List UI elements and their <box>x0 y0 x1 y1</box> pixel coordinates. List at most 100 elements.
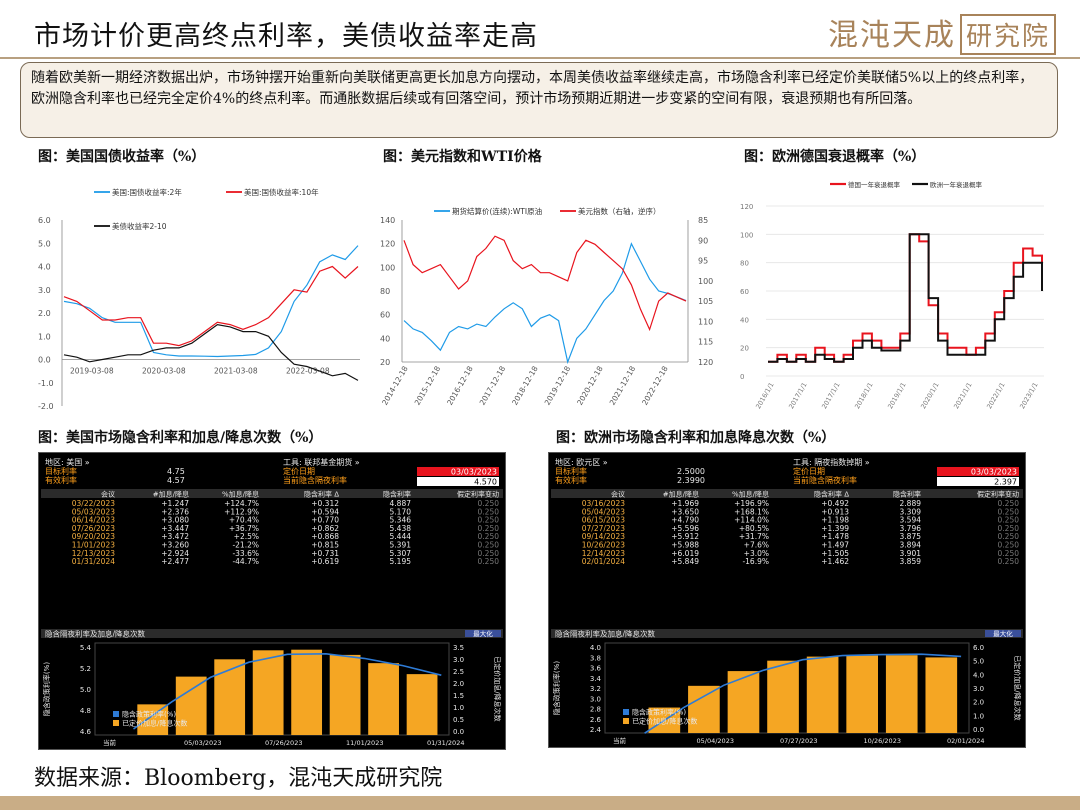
right-tick-label: 6.0 <box>973 644 984 652</box>
legend-swatch <box>623 718 629 724</box>
table-column-header: %加息/降息 <box>222 490 259 499</box>
table-cell: 0.250 <box>998 524 1020 533</box>
right-tick-label: 1.0 <box>973 712 984 720</box>
y-left-tick-label: 120 <box>380 240 395 249</box>
effective-rate-value: 4.57 <box>167 476 185 485</box>
maximize-button <box>985 630 1021 637</box>
table-cell: 09/14/2023 <box>582 532 625 541</box>
x-tick-label: 02/01/2024 <box>947 737 984 745</box>
table-header-bar <box>41 489 503 498</box>
x-tick-label: 2021/1/1 <box>952 381 974 410</box>
left-tick-label: 2.8 <box>590 706 601 714</box>
legend-swatch <box>113 711 119 717</box>
table-column-header: #加息/降息 <box>153 490 189 499</box>
table-column-header: 隐含利率 <box>383 490 411 499</box>
x-tick-label: 2019-12-18 <box>543 364 573 406</box>
table-cell: 05/03/2023 <box>72 507 115 516</box>
y-tick-label: 6.0 <box>38 216 51 225</box>
table-cell: 0.250 <box>478 499 500 508</box>
table-column-header: 假定利率变动 <box>457 490 499 499</box>
table-cell: +0.913 <box>821 507 849 516</box>
table-column-header: 隐含利率 Δ <box>304 490 339 499</box>
table-cell: +5.912 <box>671 532 699 541</box>
table-cell: +2.5% <box>234 532 259 541</box>
x-tick-label: 2022-03-08 <box>286 367 330 376</box>
overnight-rate-box <box>417 477 499 486</box>
table-cell: +0.492 <box>821 499 849 508</box>
table-column-header: 假定利率变动 <box>977 490 1019 499</box>
subchart-title: 隐含隔夜利率及加息/降息次数 <box>45 629 146 639</box>
page-title: 市场计价更高终点利率，美债收益率走高 <box>34 21 538 52</box>
legend-label: 已定价加息/降息次数 <box>122 719 187 728</box>
target-rate-value: 4.75 <box>167 467 185 476</box>
table-cell: +114.0% <box>734 516 769 525</box>
bar-hikes <box>137 704 169 735</box>
bar-hikes <box>368 663 399 735</box>
x-tick-label: 2021-03-08 <box>214 367 258 376</box>
y-right-tick-label: 115 <box>698 338 713 347</box>
legend-label: 美元指数（右轴，逆序） <box>578 206 661 216</box>
summary-box: 随着欧美新一期经济数据出炉，市场钟摆开始重新向美联储更高更长加息方向摆动，本周美… <box>20 62 1058 138</box>
y-tick-label: 120 <box>740 203 753 211</box>
table-cell: +3.080 <box>161 516 189 525</box>
table-cell: 07/27/2023 <box>582 524 625 533</box>
y-right-tick-label: 95 <box>698 257 708 266</box>
right-tick-label: 2.0 <box>973 699 984 707</box>
legend-label: 美债收益率2-10 <box>112 221 167 231</box>
series-line <box>768 233 1043 363</box>
effective-rate-label: 有效利率 <box>45 475 77 485</box>
target-rate-value: 2.5000 <box>677 467 705 476</box>
right-tick-label: 0.5 <box>453 716 464 724</box>
table-cell: +1.247 <box>161 499 189 508</box>
right-tick-label: 2.5 <box>453 668 464 676</box>
table-cell: 0.250 <box>998 499 1020 508</box>
table-cell: -33.6% <box>232 549 259 558</box>
overnight-rate-value: 2.397 <box>994 478 1017 487</box>
table-cell: 5.444 <box>390 532 412 541</box>
table-header-bar <box>551 489 1023 498</box>
table-cell: +0.619 <box>311 557 339 566</box>
left-tick-label: 3.4 <box>590 675 602 683</box>
maximize-label: 最大化 <box>473 629 493 638</box>
right-tick-label: 1.5 <box>453 692 464 700</box>
table-cell: 5.391 <box>390 541 412 550</box>
overnight-rate-box <box>937 477 1019 486</box>
x-tick-label: 07/27/2023 <box>780 737 817 745</box>
header-divider <box>0 57 1080 59</box>
left-tick-label: 3.0 <box>590 695 601 703</box>
right-tick-label: 0.0 <box>453 728 464 736</box>
maximize-label: 最大化 <box>993 629 1013 638</box>
table-column-header: 会议 <box>101 490 115 499</box>
left-tick-label: 3.8 <box>590 654 601 662</box>
left-tick-label: 2.4 <box>590 726 602 734</box>
overnight-rate-label: 当前隐含隔夜利率 <box>793 475 857 485</box>
table-cell: 03/22/2023 <box>72 499 115 508</box>
x-tick-label: 2020-12-18 <box>575 364 605 406</box>
table-cell: +0.862 <box>311 524 339 533</box>
table-cell: +0.731 <box>311 549 339 558</box>
bar-hikes <box>688 685 720 733</box>
bar-hikes <box>767 660 799 733</box>
table-cell: 11/01/2023 <box>72 541 115 550</box>
table-cell: +1.505 <box>821 549 849 558</box>
table-cell: 02/01/2024 <box>582 557 625 566</box>
table-cell: +80.5% <box>739 524 769 533</box>
table-cell: 12/13/2023 <box>72 549 115 558</box>
table-cell: +70.4% <box>229 516 259 525</box>
table-cell: +1.198 <box>821 516 849 525</box>
table-cell: 06/14/2023 <box>72 516 115 525</box>
right-tick-label: 0.0 <box>973 726 984 734</box>
subchart-header-bar <box>41 629 503 638</box>
target-rate-label: 目标利率 <box>555 466 587 476</box>
left-axis-label: 隐含政策利率(%) <box>42 662 51 716</box>
x-tick-label: 05/04/2023 <box>697 737 734 745</box>
table-cell: +5.849 <box>671 557 699 566</box>
table-cell: 5.438 <box>390 524 412 533</box>
left-tick-label: 4.6 <box>80 728 92 736</box>
x-tick-label: 2018/1/1 <box>853 381 875 410</box>
table-cell: +168.1% <box>734 507 769 516</box>
table-cell: +4.790 <box>671 516 699 525</box>
x-tick-label: 当前 <box>103 738 117 747</box>
table-cell: +124.7% <box>224 499 259 508</box>
y-tick-label: 0 <box>740 373 744 381</box>
